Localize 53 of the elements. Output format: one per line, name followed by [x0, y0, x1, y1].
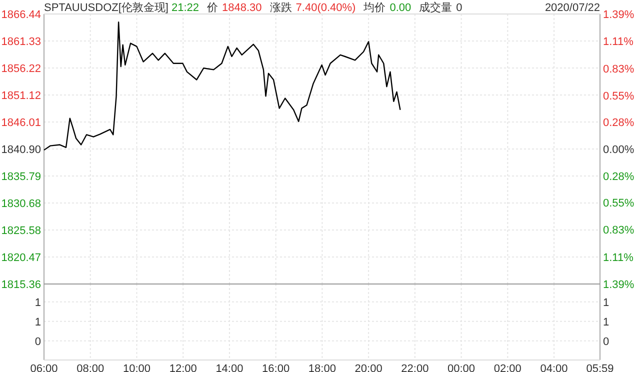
- y2-tick-label: 0.83%: [603, 224, 634, 237]
- y2-tick-label: 1.39%: [603, 9, 634, 21]
- y-tick-label: 1856.22: [1, 63, 41, 76]
- annotation: 21:22: [171, 2, 200, 14]
- y2-tick-label: 1: [603, 296, 610, 309]
- y-tick-label: 1830.68: [1, 198, 41, 210]
- y-tick-label: 1835.79: [1, 171, 41, 184]
- annotation: 2020/07/22: [544, 2, 600, 14]
- y2-tick-label: 0.55%: [603, 90, 634, 103]
- x-tick-label: 05:59: [586, 363, 614, 372]
- annotation: 0.00: [390, 2, 412, 14]
- y2-tick-label: 1.11%: [603, 252, 634, 264]
- annotation: 1848.30: [222, 2, 262, 14]
- annotation: 7.40(0.40%): [296, 2, 356, 14]
- y2-tick-label: 1.11%: [603, 36, 634, 48]
- y-tick-label: 1815.36: [1, 279, 41, 291]
- annotation: 涨跌: [270, 2, 292, 14]
- y2-tick-label: 0.28%: [603, 116, 634, 129]
- x-tick-label: 12:00: [169, 363, 197, 372]
- y2-tick-label: 0: [603, 336, 610, 348]
- y-tick-label: 1820.47: [1, 252, 41, 264]
- y2-tick-label: 0.55%: [603, 197, 634, 210]
- y-tick-label: 1840.90: [1, 144, 41, 156]
- x-tick-label: 20:00: [354, 363, 382, 372]
- annotation: 价: [206, 2, 218, 14]
- y2-tick-label: 0.28%: [603, 171, 634, 184]
- y-tick-label: 1861.33: [1, 36, 41, 48]
- x-tick-label: 02:00: [494, 363, 522, 372]
- x-tick-label: 06:00: [30, 363, 58, 372]
- y-tick-label: 1866.44: [1, 9, 41, 21]
- y2-tick-label: 1: [603, 316, 610, 328]
- x-tick-label: 14:00: [216, 363, 244, 372]
- y-tick-label: 1: [34, 316, 41, 328]
- annotation: 成交量: [419, 1, 452, 14]
- y-tick-label: 1851.12: [1, 90, 41, 102]
- y2-tick-label: 0.00%: [603, 144, 634, 156]
- x-tick-label: 18:00: [308, 363, 336, 372]
- annotation: 均价: [362, 2, 386, 14]
- x-tick-label: 16:00: [262, 363, 290, 372]
- x-tick-label: 04:00: [540, 363, 568, 372]
- chart-title: SPTAUUSDOZ[伦敦金现]: [44, 1, 168, 14]
- y-tick-label: 1825.58: [1, 224, 41, 237]
- x-tick-label: 00:00: [448, 363, 476, 372]
- y2-tick-label: 0.83%: [603, 63, 634, 76]
- y2-tick-label: 1.39%: [603, 279, 634, 291]
- y-tick-label: 1: [34, 296, 41, 309]
- x-tick-label: 22:00: [401, 363, 429, 372]
- y-tick-label: 0: [34, 336, 41, 348]
- x-tick-label: 10:00: [122, 363, 150, 372]
- annotation: 0: [456, 2, 462, 14]
- y-tick-label: 1846.01: [1, 116, 41, 129]
- x-tick-label: 08:00: [76, 363, 104, 372]
- line-series: [43, 22, 401, 151]
